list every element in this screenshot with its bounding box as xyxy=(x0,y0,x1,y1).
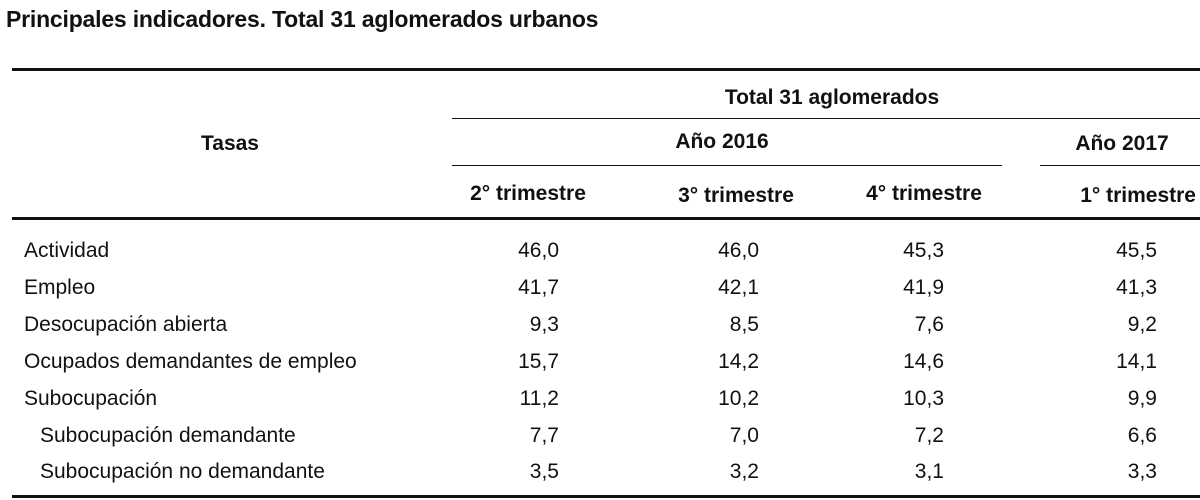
table-cell: 9,9 xyxy=(1127,387,1157,410)
quarter-header: 2° trimestre xyxy=(470,182,586,205)
table-cell: 14,2 xyxy=(718,350,759,373)
table-cell: 46,0 xyxy=(718,239,759,262)
group-underline xyxy=(452,118,1200,120)
quarter-header: 1° trimestre xyxy=(1080,184,1196,207)
table-cell: 41,3 xyxy=(1116,276,1157,299)
quarter-header: 4° trimestre xyxy=(866,182,982,205)
table-cell: 41,9 xyxy=(903,276,944,299)
top-rule xyxy=(12,68,1200,71)
row-label-header: Tasas xyxy=(201,132,259,155)
table-cell: 6,6 xyxy=(1127,424,1157,447)
row-label: Desocupación abierta xyxy=(24,313,228,336)
table-cell: 9,3 xyxy=(529,313,559,336)
table-cell: 10,3 xyxy=(903,387,944,410)
table-cell: 7,0 xyxy=(729,424,759,447)
table-cell: 42,1 xyxy=(718,276,759,299)
group-header: Total 31 aglomerados xyxy=(724,86,940,109)
year-2016-underline xyxy=(452,165,1002,167)
table-cell: 11,2 xyxy=(519,387,559,410)
table-cell: 15,7 xyxy=(518,350,559,373)
table-cell: 9,2 xyxy=(1127,313,1157,336)
table-cell: 46,0 xyxy=(518,239,559,262)
row-label: Empleo xyxy=(24,276,96,299)
year-2017-underline xyxy=(1040,165,1200,167)
table-cell: 7,6 xyxy=(914,313,944,336)
table-cell: 41,7 xyxy=(518,276,559,299)
table-cell: 7,2 xyxy=(914,424,944,447)
table-cell: 7,7 xyxy=(529,424,559,447)
table-cell: 10,2 xyxy=(718,387,759,410)
row-label: Subocupación xyxy=(24,387,158,410)
year-header-2016: Año 2016 xyxy=(675,130,769,153)
quarter-header: 3° trimestre xyxy=(678,184,794,207)
table-cell: 3,5 xyxy=(529,460,559,483)
bottom-rule xyxy=(12,495,1200,498)
header-bottom-rule xyxy=(12,217,1200,220)
table-cell: 14,1 xyxy=(1116,350,1157,373)
table-cell: 3,3 xyxy=(1127,460,1157,483)
row-label: Subocupación demandante xyxy=(40,424,296,447)
table-cell: 3,1 xyxy=(914,460,944,483)
table-cell: 45,3 xyxy=(903,239,944,262)
row-label: Ocupados demandantes de empleo xyxy=(24,350,357,373)
table-cell: 14,6 xyxy=(903,350,944,373)
table-cell: 45,5 xyxy=(1116,239,1157,262)
year-header-2017: Año 2017 xyxy=(1075,132,1169,155)
table-cell: 8,5 xyxy=(729,313,759,336)
row-label: Subocupación no demandante xyxy=(40,460,325,483)
row-label: Actividad xyxy=(24,239,110,262)
table-cell: 3,2 xyxy=(729,460,759,483)
table-title: Principales indicadores. Total 31 aglome… xyxy=(6,6,599,32)
